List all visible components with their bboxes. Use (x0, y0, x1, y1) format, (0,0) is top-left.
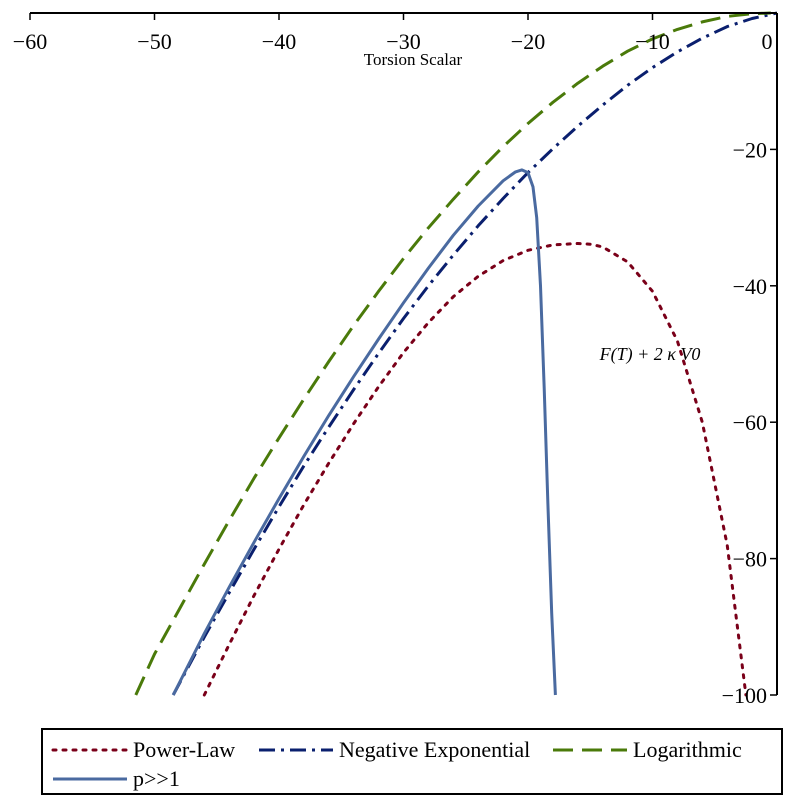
x-tick-label: −50 (137, 29, 171, 54)
y-tick-label: −60 (733, 410, 767, 435)
legend-item-negative-exponential: Negative Exponential (257, 735, 530, 765)
legend-label-logarithmic: Logarithmic (633, 737, 742, 762)
y-tick-label: −20 (733, 137, 767, 162)
legend-swatch-logarithmic (553, 748, 627, 752)
y-axis-title: F(T) + 2 κ V0 (599, 344, 701, 365)
legend-item-p-large: p>>1 (51, 764, 180, 794)
x-tick-label: 0 (762, 29, 773, 54)
series-line-negative-exponential (171, 11, 778, 696)
x-axis-title: Torsion Scalar (364, 50, 463, 69)
legend-swatch-power-law (51, 748, 129, 752)
legend-item-logarithmic: Logarithmic (551, 735, 742, 765)
y-tick-label: −80 (733, 547, 767, 572)
series-line-logarithmic (134, 11, 771, 696)
legend-label-p-large: p>>1 (133, 766, 180, 791)
x-tick-label: −40 (262, 29, 296, 54)
chart-canvas: −60 −50 −40 −30 −20 −10 0−20−40−60−80−100 Tors… (13, 11, 778, 708)
legend-label-power-law: Power-Law (133, 737, 236, 762)
series-line-p-large (171, 168, 557, 696)
x-tick-label: −60 (13, 29, 47, 54)
legend-item-power-law: Power-Law (51, 735, 235, 765)
y-tick-label: −100 (722, 683, 767, 708)
legend: Power-Law Negative Exponential Logarithm… (41, 728, 783, 795)
series-layer (134, 11, 778, 697)
y-tick-label: −40 (733, 274, 767, 299)
x-tick-label: −10 (635, 29, 669, 54)
series-line-power-law (202, 242, 748, 697)
legend-label-negative-exponential: Negative Exponential (339, 737, 531, 762)
x-tick-label: −30 (386, 29, 420, 54)
x-tick-label: −20 (511, 29, 545, 54)
tick-layer: −60 −50 −40 −30 −20 −10 0−20−40−60−80−100 (13, 13, 778, 708)
legend-swatch-negative-exponential (259, 748, 333, 752)
legend-swatch-p-large (53, 777, 127, 781)
